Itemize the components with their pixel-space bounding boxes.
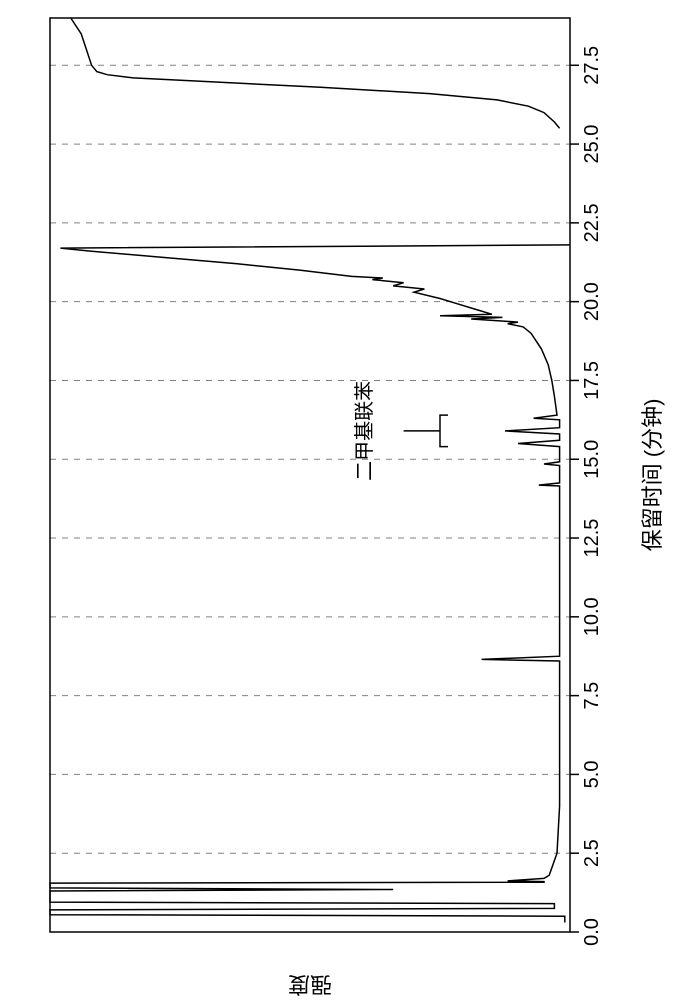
- tick-label: 27.5: [581, 46, 603, 85]
- annotation-bracket: [404, 415, 448, 447]
- annotation-label: 二甲基联苯: [353, 381, 376, 481]
- x-axis-label: 保留时间 (分钟): [640, 399, 665, 552]
- tick-label: 25.0: [581, 125, 603, 164]
- tick-label: 7.5: [581, 682, 603, 710]
- time-axis: 0.0 2.5 5.0 7.5 10.0 12.5 15.0 17.5 20.0 22.5 25.0…: [570, 46, 603, 946]
- chromatogram-chart: 0.0 2.5 5.0 7.5 10.0 12.5 15.0 17.5 20.0 22.5 25.0…: [0, 0, 697, 1000]
- tick-label: 2.5: [581, 839, 603, 867]
- y-axis-label: 强度: [288, 972, 332, 997]
- tick-label: 20.0: [581, 282, 603, 321]
- tick-label: 5.0: [581, 761, 603, 789]
- tick-label: 22.5: [581, 203, 603, 242]
- grid: [50, 65, 570, 853]
- plot-border: [50, 18, 570, 932]
- tick-label: 10.0: [581, 597, 603, 636]
- tick-label: 15.0: [581, 440, 603, 479]
- chromatogram-trace-1: [50, 245, 570, 923]
- chromatogram-trace-2: [71, 18, 560, 128]
- tick-label: 0.0: [581, 918, 603, 946]
- tick-label: 17.5: [581, 361, 603, 400]
- tick-label: 12.5: [581, 519, 603, 558]
